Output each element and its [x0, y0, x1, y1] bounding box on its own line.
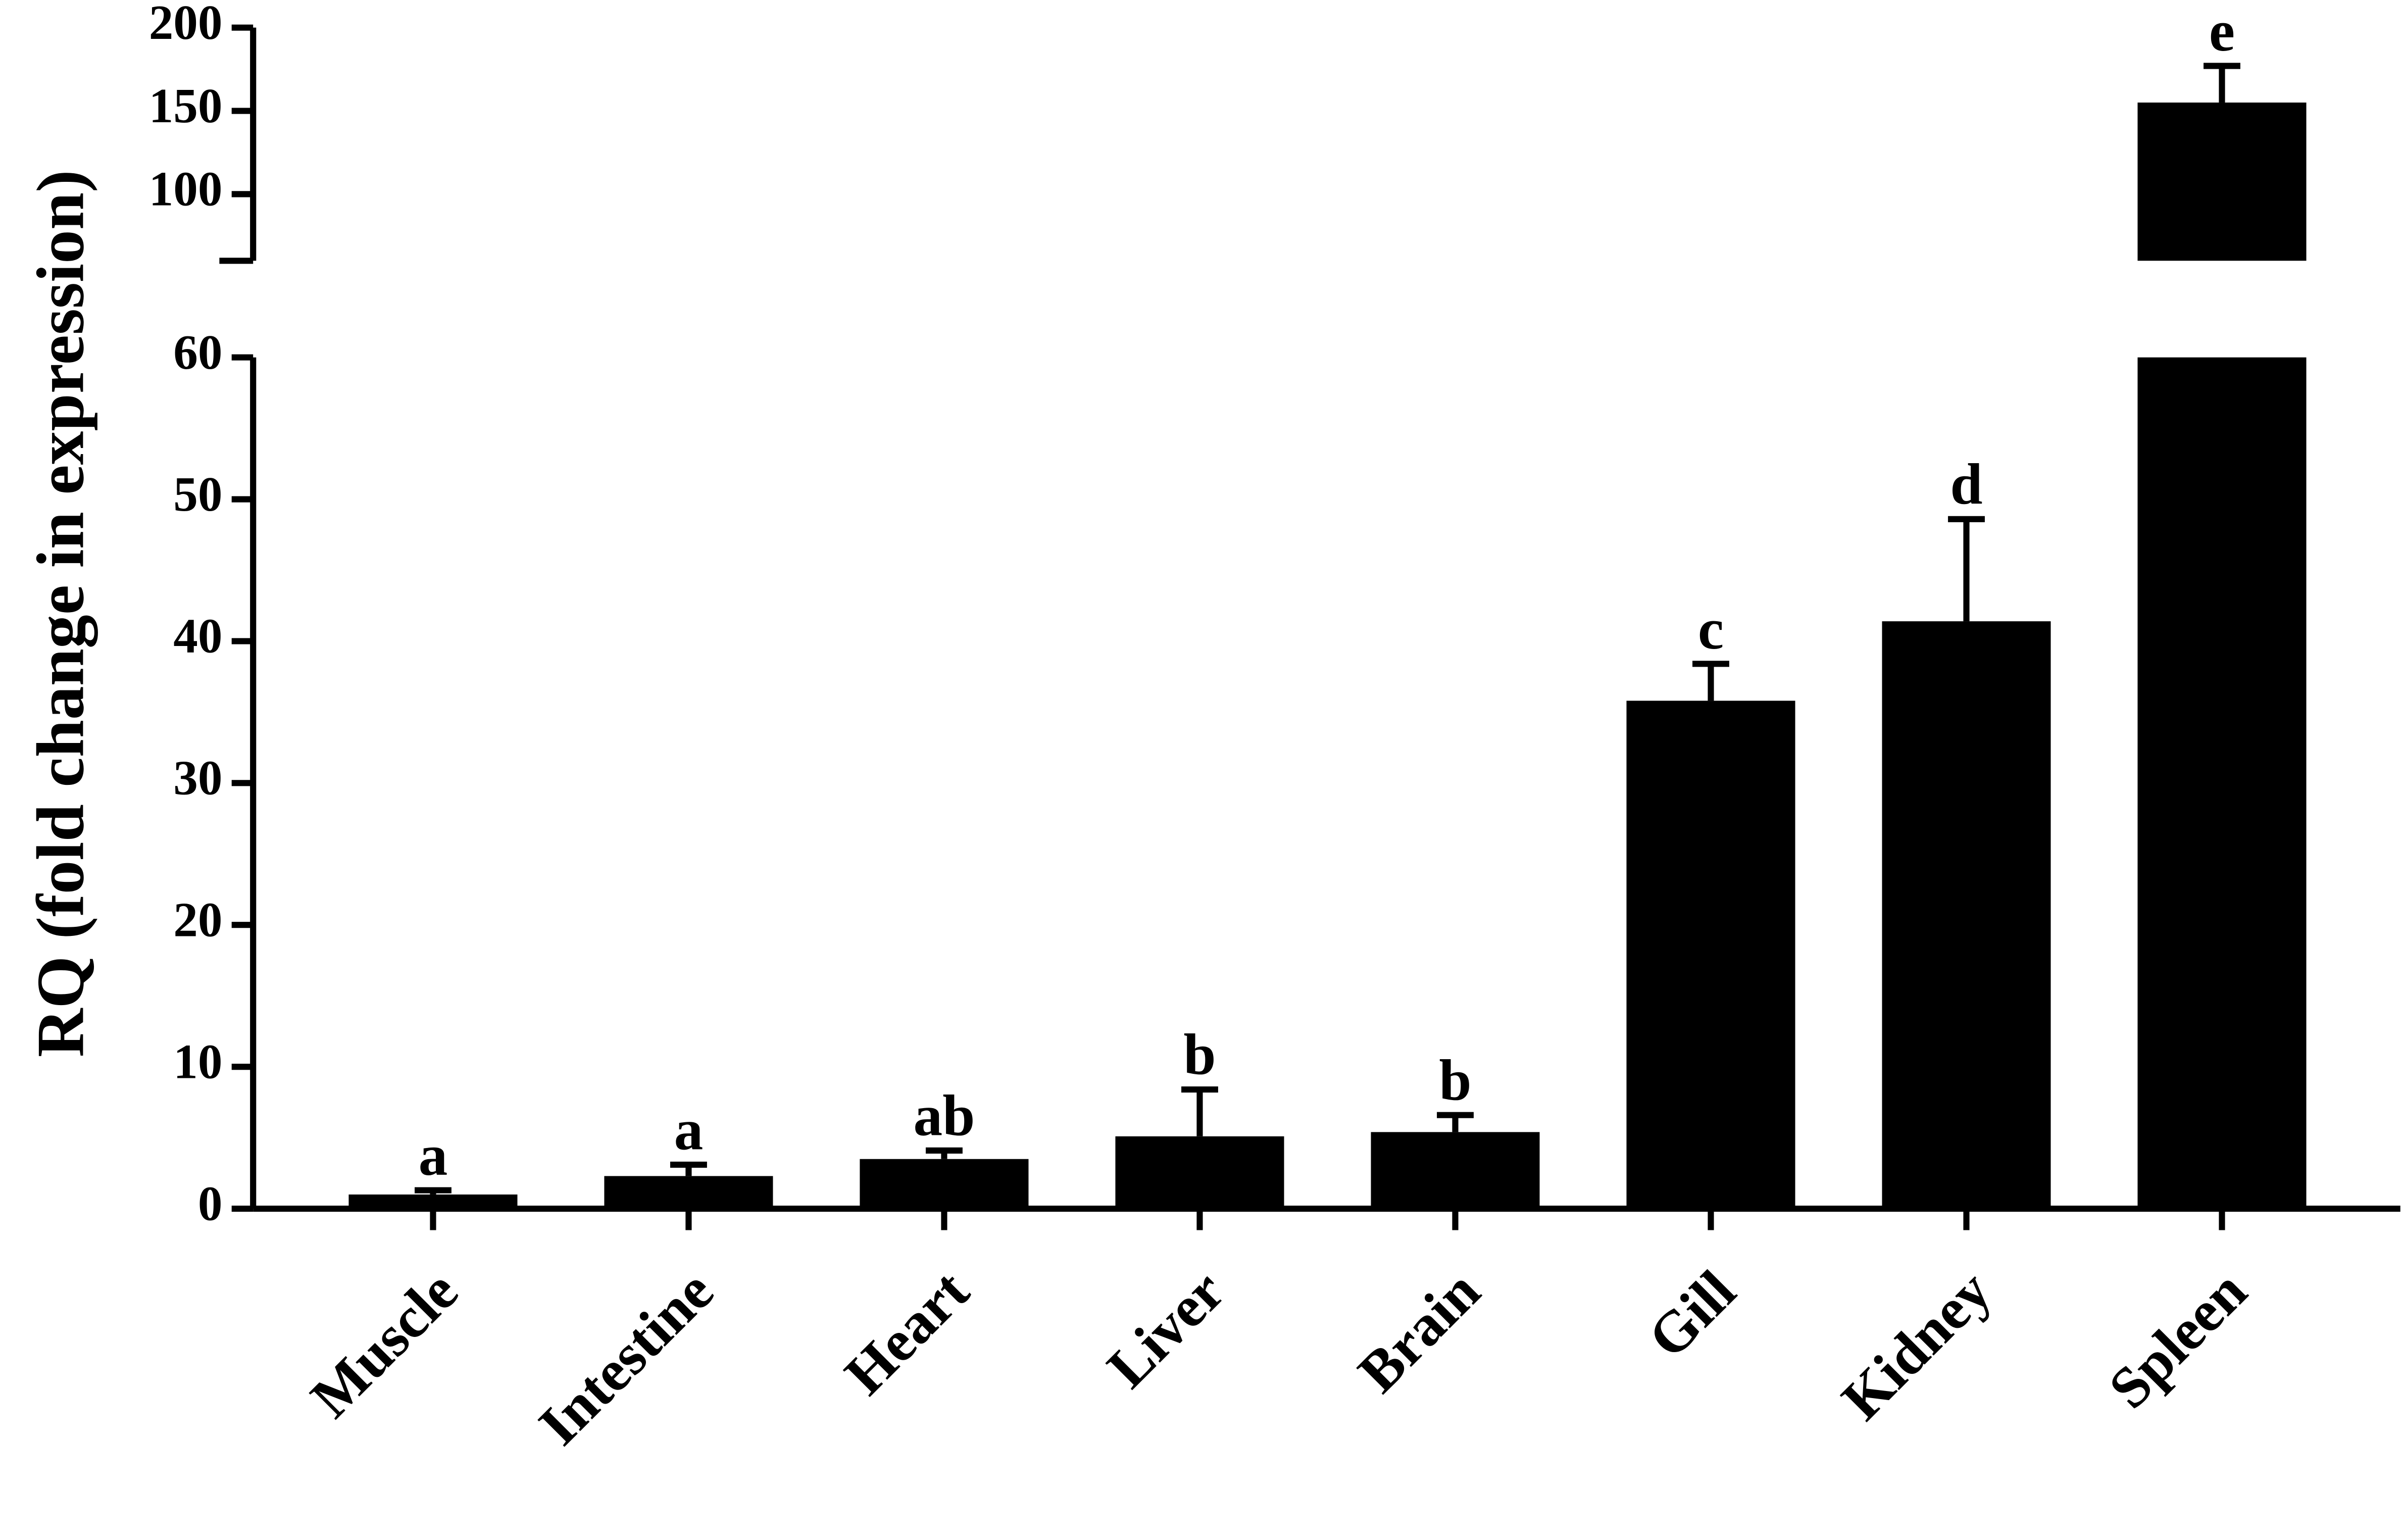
- y-tick-label: 20: [173, 893, 222, 948]
- bar: [1626, 701, 1795, 1209]
- significance-letter: ab: [914, 1083, 975, 1148]
- y-tick-label: 150: [149, 79, 223, 133]
- significance-letter: b: [1439, 1048, 1471, 1112]
- bar: [1115, 1136, 1284, 1209]
- bar-upper: [2137, 103, 2307, 261]
- y-tick-label: 40: [173, 609, 222, 664]
- x-tick-label: Liver: [1095, 1258, 1237, 1400]
- significance-letter: c: [1698, 597, 1724, 661]
- y-tick-label: 0: [198, 1176, 223, 1231]
- significance-letter: b: [1183, 1022, 1216, 1087]
- y-tick-label: 30: [173, 751, 222, 806]
- x-tick-label: Brain: [1345, 1258, 1492, 1405]
- x-tick-label: Intestine: [526, 1258, 725, 1457]
- y-tick-label: 60: [173, 325, 222, 380]
- y-tick-label: 50: [173, 467, 222, 522]
- x-tick-label: Muscle: [298, 1258, 470, 1430]
- significance-letter: d: [1950, 452, 1982, 516]
- significance-letter: a: [419, 1123, 448, 1187]
- bar: [348, 1194, 518, 1209]
- x-tick-label: Heart: [832, 1258, 981, 1407]
- y-tick-label: 10: [173, 1034, 222, 1089]
- y-tick-label: 200: [149, 0, 223, 50]
- bar: [2137, 357, 2307, 1209]
- significance-letter: a: [674, 1098, 704, 1162]
- y-axis-label: RQ (fold change in expression): [23, 170, 98, 1057]
- x-tick-label: Gill: [1635, 1258, 1747, 1370]
- significance-letter: e: [2209, 0, 2235, 63]
- bar: [860, 1159, 1029, 1209]
- bar: [1882, 621, 2051, 1209]
- x-tick-label: Kidney: [1829, 1258, 2003, 1432]
- y-tick-label: 100: [149, 162, 223, 217]
- bar: [1371, 1132, 1540, 1209]
- x-tick-label: Spleen: [2096, 1258, 2259, 1421]
- bar: [604, 1176, 773, 1209]
